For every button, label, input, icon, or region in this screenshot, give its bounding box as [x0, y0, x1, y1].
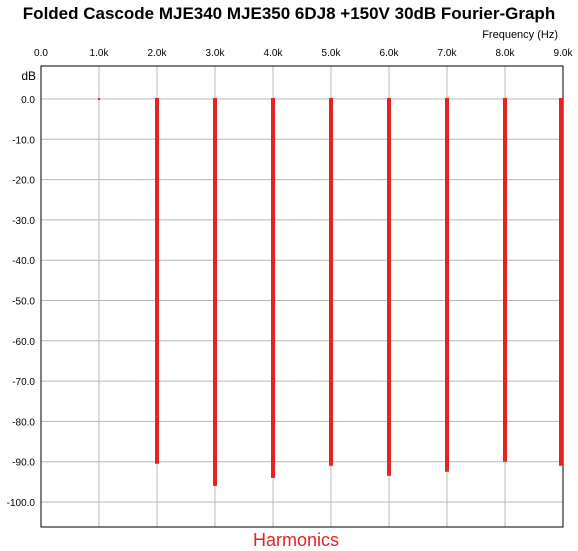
x-tick-labels: 0.0 1.0k 2.0k 3.0k 4.0k 5.0k 6.0k 7.0k 8.0k 9.0k — [34, 48, 573, 59]
grid-lines — [41, 66, 563, 527]
y-tick-label: -40.0 — [12, 256, 35, 267]
y-axis-label: dB — [21, 69, 36, 83]
y-tick-labels: 0.0 -10.0 -20.0 -30.0 -40.0 -50.0 -60.0 -70.0 -8… — [7, 95, 36, 509]
x-tick-label: 1.0k — [90, 48, 110, 59]
y-tick-label: -20.0 — [12, 176, 35, 187]
x-axis-label: Frequency (Hz) — [482, 29, 558, 41]
chart-title: Folded Cascode MJE340 MJE350 6DJ8 +150V … — [22, 4, 556, 23]
harmonic-bar — [98, 98, 100, 100]
y-tick-label: -70.0 — [12, 377, 35, 388]
x-tick-label: 2.0k — [148, 48, 168, 59]
y-tick-label: -60.0 — [12, 337, 35, 348]
x-tick-label: 0.0 — [34, 48, 48, 59]
plot-frame — [40, 65, 564, 528]
x-tick-label: 7.0k — [438, 48, 458, 59]
y-tick-label: 0.0 — [21, 95, 35, 106]
x-tick-label: 5.0k — [322, 48, 342, 59]
x-tick-label: 6.0k — [380, 48, 400, 59]
x-tick-label: 3.0k — [206, 48, 226, 59]
harmonics-label: Harmonics — [253, 530, 339, 550]
y-tick-label: -80.0 — [12, 417, 35, 428]
x-tick-label: 9.0k — [554, 48, 574, 59]
y-tick-label: -100.0 — [7, 498, 36, 509]
y-tick-label: -30.0 — [12, 216, 35, 227]
x-tick-label: 4.0k — [264, 48, 284, 59]
x-tick-label: 8.0k — [496, 48, 516, 59]
y-tick-label: -10.0 — [12, 135, 35, 146]
y-tick-label: -50.0 — [12, 297, 35, 308]
harmonic-bars — [98, 98, 563, 486]
y-tick-label: -90.0 — [12, 458, 35, 469]
